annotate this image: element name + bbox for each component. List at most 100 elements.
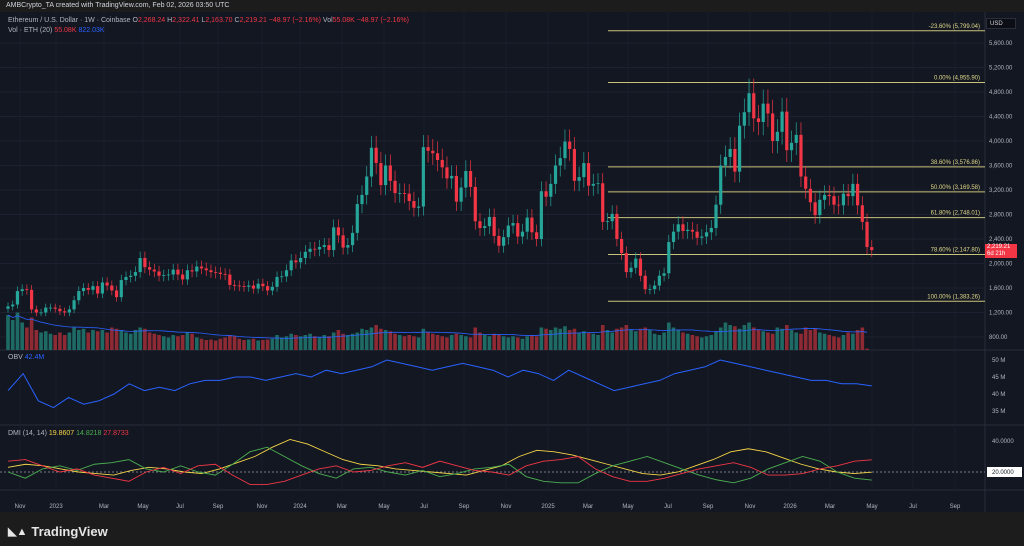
candle-body (752, 93, 756, 119)
volume-bar (275, 335, 279, 350)
candle-body (185, 270, 189, 280)
volume-bar (657, 335, 662, 350)
candle-body (105, 282, 109, 286)
candle-body (412, 201, 416, 208)
volume-legend-label: Vol · ETH (20) (8, 27, 53, 34)
volume-bar (360, 328, 364, 350)
volume-bar (34, 330, 39, 350)
candle-body (402, 193, 407, 194)
volume-bar (685, 333, 690, 350)
candle-body (58, 308, 62, 312)
candle-body (653, 285, 657, 290)
candle-body (822, 194, 827, 200)
close-label: C (234, 17, 240, 24)
currency-button[interactable]: USD (986, 18, 1016, 29)
volume-bar (86, 332, 91, 350)
volume-bar (648, 330, 652, 350)
candle-body (374, 147, 378, 164)
volume-bar (157, 335, 161, 350)
candle-body (520, 231, 525, 237)
volume-bar (742, 325, 747, 350)
candle-body (771, 113, 775, 141)
volume-bar (714, 331, 718, 350)
volume-bar (58, 332, 62, 350)
volume-bar (643, 327, 647, 350)
low-label: L (201, 17, 206, 24)
candle-body (63, 311, 67, 313)
volume-bar (794, 332, 799, 350)
volume-bar (482, 335, 487, 350)
time-tick-label: 2024 (293, 504, 307, 510)
candle-body (39, 312, 43, 314)
volume-bar (610, 332, 614, 350)
vol-label: Vol (322, 17, 333, 24)
volume-bar (459, 335, 463, 350)
candle-body (11, 304, 15, 307)
candle-body (365, 176, 369, 195)
volume-bar (633, 331, 638, 350)
volume-bar (506, 337, 511, 350)
volume-bar (558, 328, 563, 350)
candle-body (856, 183, 860, 206)
volume-bar (176, 336, 180, 350)
candle-body (700, 236, 704, 238)
obv-tick-label: 45 M (992, 375, 1005, 381)
volume-bar (62, 335, 67, 350)
candle-body (766, 103, 770, 114)
candle-body (327, 245, 331, 251)
candle-body (124, 276, 128, 281)
candle-body (53, 307, 57, 309)
candle-body (77, 291, 81, 301)
volume-bar (270, 338, 275, 350)
volume-bar (827, 335, 832, 350)
candle-body (91, 286, 95, 290)
candle-body (502, 237, 506, 246)
volume-bar (667, 322, 671, 350)
fib-level-label: -23.60% (5,799.04) (929, 24, 980, 30)
dmi-legend: DMI (14, 14) 19.8607 14.8218 27.8733 (8, 430, 129, 437)
volume-bar (515, 337, 520, 350)
candle-body (157, 271, 161, 276)
volume-bar (605, 330, 610, 350)
candle-body (662, 273, 666, 276)
candle-body (483, 226, 487, 228)
candle-body (143, 257, 147, 268)
candle-body (530, 217, 534, 233)
volume-bar (704, 336, 709, 350)
candle-body (723, 156, 728, 166)
volume-bar (468, 337, 473, 350)
candle-body (671, 231, 676, 243)
candle-body (166, 274, 171, 276)
volume-bar (313, 336, 317, 350)
candle-body (846, 193, 850, 197)
price-tick-label: 1,600.00 (989, 286, 1013, 292)
candle-body (695, 231, 699, 238)
candle-body (563, 141, 567, 159)
chart-area[interactable]: 5,600.00 5,200.00 4,800.00 4,400.00 4,000.00… (0, 12, 1024, 512)
candle-body (577, 177, 581, 181)
last-price-tag: 2,219.21 6d 21h (985, 244, 1017, 258)
candle-body (516, 223, 520, 237)
chart-svg[interactable]: 5,600.00 5,200.00 4,800.00 4,400.00 4,000.00… (0, 12, 1024, 512)
candle-body (284, 270, 289, 277)
volume-bar (530, 335, 534, 350)
tradingview-logo[interactable]: ◣▲ TradingView (8, 524, 108, 539)
volume-bar (369, 327, 374, 350)
candle-body (686, 229, 690, 232)
high-value: 2,322.41 (172, 17, 200, 24)
volume-bar (95, 331, 100, 350)
time-tick-label: May (378, 504, 389, 510)
volume-bar (147, 332, 152, 350)
candle-body (30, 289, 34, 310)
volume-bar (199, 338, 204, 350)
candle-body (232, 284, 237, 286)
volume-bar (723, 322, 728, 350)
volume-bar (582, 331, 586, 350)
volume-bar (133, 330, 138, 350)
volume-bar (138, 327, 142, 350)
candle-body (629, 267, 633, 273)
candle-body (459, 187, 463, 202)
candle-body (44, 307, 48, 313)
price-tick-label: 4,000.00 (989, 139, 1013, 145)
time-tick-label: Nov (745, 504, 756, 510)
